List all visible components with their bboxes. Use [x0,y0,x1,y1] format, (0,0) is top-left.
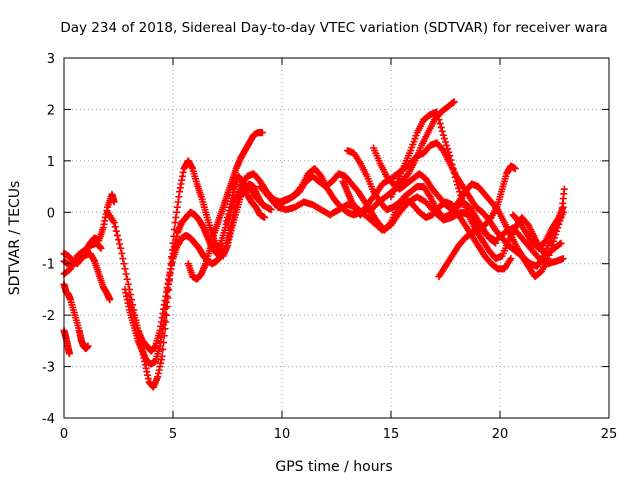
y-tick-labels: -4 -3 -2 -1 0 1 2 3 [42,52,55,427]
y-axis-label: SDTVAR / TECUs [7,181,23,296]
data-point [452,177,460,185]
data-point [267,206,275,214]
series-track-5 [60,239,105,278]
y-tick-label: 0 [47,206,55,221]
x-tick-labels: 0 5 10 15 20 25 [60,427,617,442]
data-point [507,255,515,263]
data-point [435,116,443,124]
data-point [258,129,266,137]
y-tick-label: 3 [47,52,55,67]
data-point [97,244,105,252]
data-point [439,131,447,139]
data-point [261,213,269,221]
data-point [362,204,370,212]
data-point [559,255,567,263]
data-point [448,160,456,168]
data-point [451,173,459,181]
series-track-9 [184,129,266,283]
plot-frame [63,57,610,419]
data-point [438,127,446,135]
data-point [111,223,119,231]
y-tick-label: -2 [42,309,55,324]
data-point [115,236,122,244]
data-point [227,208,235,216]
y-tick-label: -1 [42,258,55,273]
data-point [228,205,236,213]
data-point [121,265,129,273]
data-point [113,231,121,239]
data-point [444,145,452,153]
data-point [437,123,445,131]
series-track-19 [509,203,567,252]
data-point [225,215,233,223]
data-point [511,165,519,173]
series-track-3 [60,280,92,353]
data-point [557,239,565,247]
data-point [118,249,126,257]
data-point [433,108,441,116]
axis-ticks [63,57,610,419]
y-tick-label: -4 [42,412,55,427]
data-point [122,270,130,278]
x-axis-label: GPS time / hours [275,459,392,475]
y-tick-label: 1 [47,155,55,170]
data-point [229,201,237,209]
data-point [440,135,448,143]
data-point [226,212,234,220]
data-point [162,311,170,319]
series-track-1 [60,327,73,358]
x-tick-label: 20 [492,427,509,442]
series-track-8 [125,183,264,355]
data-point [446,152,454,160]
data-point [363,203,371,211]
series-track-16 [343,147,515,273]
data-point [434,112,442,120]
data-points [60,98,568,391]
data-point [120,260,128,268]
data-point [455,184,463,192]
x-tick-label: 15 [383,427,400,442]
data-point [112,227,120,235]
series-track-17 [435,162,519,281]
data-point [560,185,568,193]
data-point [224,219,231,227]
x-tick-label: 25 [601,427,618,442]
data-point [116,240,124,248]
data-point [449,165,457,173]
data-point [110,219,118,227]
data-point [110,198,118,206]
data-point [453,181,461,189]
series-track-18 [278,165,371,219]
data-point [65,350,73,358]
x-tick-label: 5 [169,427,177,442]
data-point [436,120,444,128]
data-point [84,342,92,350]
data-point [256,198,264,206]
x-tick-label: 10 [274,427,291,442]
x-tick-label: 0 [60,427,68,442]
data-point [442,138,449,146]
chart-title: Day 234 of 2018, Sidereal Day-to-day VTE… [60,20,607,36]
data-point [443,141,451,149]
y-tick-label: 2 [47,103,55,118]
data-point [450,169,458,177]
data-point [123,275,131,283]
y-tick-label: -3 [42,361,55,376]
data-point [124,280,132,288]
data-point [559,203,567,211]
data-point [556,240,564,248]
data-point [117,244,125,252]
data-point [445,148,453,156]
data-point [450,98,458,106]
data-point [447,156,455,164]
data-point [449,99,457,107]
data-point [119,255,127,263]
data-point [126,291,134,299]
data-point [106,296,114,304]
